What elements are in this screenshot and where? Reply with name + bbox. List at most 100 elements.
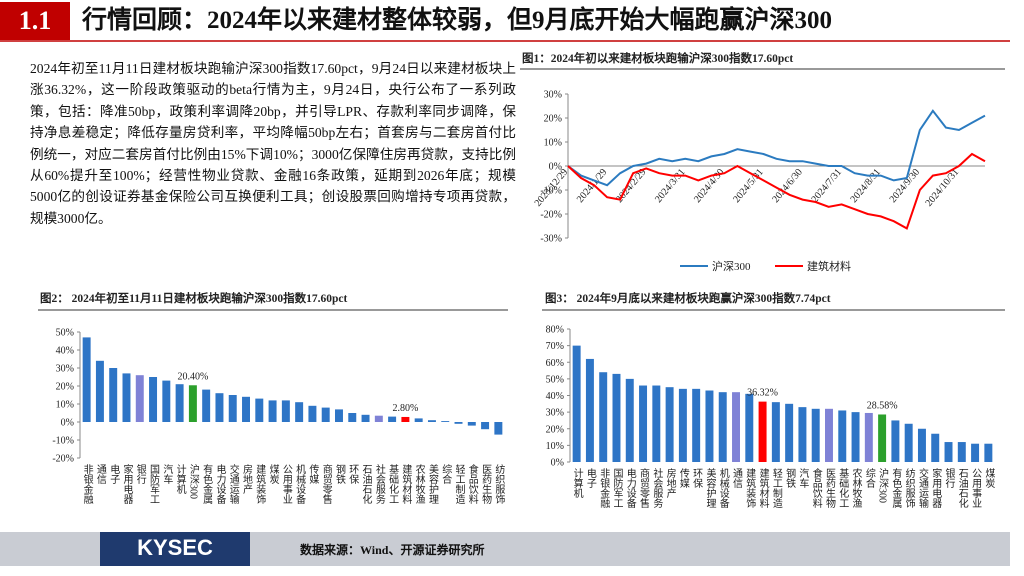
y-tick-label: 10%	[546, 441, 564, 452]
bar	[388, 416, 397, 422]
y-tick-label: 30%	[56, 364, 74, 375]
x-tick-label: 基础化工	[837, 467, 849, 508]
x-tick-label: 计算机	[174, 463, 186, 495]
x-tick-label: 机械设备	[717, 467, 729, 509]
y-tick-label: 40%	[56, 346, 74, 357]
bar	[122, 373, 131, 422]
bar	[572, 345, 581, 462]
bar	[308, 405, 317, 422]
legend-label: 建筑材料	[807, 259, 851, 273]
bar	[665, 387, 674, 462]
bar	[692, 388, 701, 462]
bar	[612, 373, 621, 462]
x-tick-label: 钢铁	[784, 467, 796, 489]
x-tick-label: 家用电器	[930, 467, 942, 509]
x-tick-label: 汽车	[797, 467, 809, 489]
chart-title: 图1：2024年初以来建材板块跑输沪深300指数17.60pct	[522, 51, 793, 65]
x-tick-label: 商贸零售	[320, 463, 332, 505]
x-tick-label: 家用电器	[121, 463, 133, 505]
x-tick-label: 钢铁	[333, 463, 345, 485]
x-tick-label: 综合	[863, 467, 875, 489]
y-tick-label: 10%	[544, 138, 562, 149]
x-tick-label: 银行	[943, 467, 955, 489]
bar	[135, 375, 144, 422]
bar	[745, 393, 754, 462]
bar	[215, 393, 224, 422]
bar	[454, 422, 463, 424]
x-tick-label: 医药生物	[480, 464, 492, 505]
x-tick-label: 银行	[134, 463, 146, 485]
line	[567, 152, 986, 230]
x-tick-label: 石油石化	[360, 464, 372, 504]
bar	[891, 420, 900, 462]
bar	[639, 385, 648, 462]
bar	[585, 358, 594, 462]
bar	[599, 372, 608, 462]
bar	[361, 414, 370, 422]
y-tick-label: 0%	[551, 458, 564, 469]
x-tick-label: 电力设备	[214, 463, 226, 505]
bar	[984, 443, 993, 462]
x-tick-label: 国防军工	[611, 468, 623, 508]
bar	[878, 414, 887, 462]
bar	[811, 408, 820, 462]
y-tick-label: 40%	[546, 391, 564, 402]
x-tick-label: 农林牧渔	[850, 467, 862, 509]
y-tick-label: -20%	[540, 210, 562, 221]
x-tick-label: 电力设备	[624, 467, 636, 509]
chart-title: 图3： 2024年9月底以来建材板块跑赢沪深300指数7.74pct	[545, 291, 831, 305]
x-tick-label: 建筑装饰	[744, 467, 756, 509]
bar	[401, 416, 410, 422]
x-tick-label: 公用事业	[280, 464, 292, 504]
x-tick-label: 交通运输	[916, 467, 928, 509]
bar	[825, 408, 833, 462]
x-tick-label: 农林牧渔	[413, 463, 425, 505]
bar	[944, 442, 953, 462]
y-tick-label: 20%	[546, 424, 564, 435]
bar	[374, 415, 383, 422]
bar	[771, 402, 780, 462]
y-tick-label: -30%	[540, 234, 562, 245]
x-tick-label: 社会服务	[651, 467, 663, 509]
y-tick-label: 50%	[56, 328, 74, 339]
bar	[481, 422, 490, 430]
bar	[494, 422, 503, 435]
x-tick-label: 沪深300	[877, 467, 889, 503]
y-tick-label: 30%	[544, 90, 562, 101]
y-tick-label: -10%	[52, 436, 74, 447]
data-label: 2.80%	[392, 403, 418, 414]
x-tick-label: 通信	[94, 464, 106, 485]
y-tick-label: 20%	[56, 382, 74, 393]
x-tick-label: 房地产	[664, 467, 676, 499]
bar	[255, 398, 264, 422]
bar	[348, 413, 357, 422]
line	[567, 109, 986, 187]
bar	[202, 389, 211, 422]
x-tick-label: 有色金属	[201, 463, 213, 505]
x-tick-label: 汽车	[161, 463, 173, 485]
x-tick-label: 轻工制造	[453, 463, 465, 504]
bar	[625, 378, 634, 462]
y-tick-label: 70%	[546, 341, 564, 352]
bar	[82, 337, 91, 422]
x-tick-label: 2024/1/29	[575, 167, 609, 205]
bar	[149, 377, 158, 422]
y-tick-label: 80%	[546, 325, 564, 336]
x-tick-label: 传媒	[307, 464, 319, 485]
x-tick-label: 食品饮料	[466, 463, 478, 505]
bar	[242, 396, 250, 422]
x-tick-label: 非银金融	[81, 464, 93, 505]
x-tick-label: 非银金融	[598, 468, 610, 509]
x-tick-label: 综合	[440, 463, 452, 485]
x-tick-label: 美容护理	[704, 467, 716, 508]
y-tick-label: -10%	[540, 186, 562, 197]
bar	[732, 392, 740, 462]
x-tick-label: 交通运输	[227, 463, 239, 505]
bar	[175, 384, 184, 422]
slide-title: 行情回顾：2024年以来建材整体较弱，但9月底开始大幅跑赢沪深300	[82, 7, 833, 34]
x-tick-label: 建筑装饰	[254, 463, 266, 505]
bar	[904, 423, 913, 462]
x-tick-label: 纺织服饰	[903, 467, 915, 509]
x-tick-label: 煤炭	[267, 463, 279, 485]
